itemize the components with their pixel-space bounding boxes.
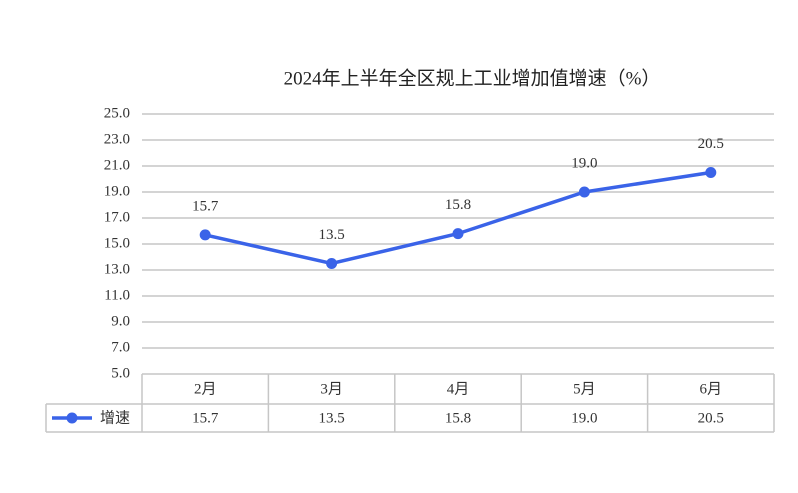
x-tick-label: 2月: [194, 381, 217, 397]
y-tick-label: 5.0: [111, 365, 130, 381]
data-point: [578, 186, 590, 198]
y-tick-label: 13.0: [104, 261, 130, 277]
x-tick-label: 4月: [447, 381, 470, 397]
data-point: [452, 228, 464, 240]
y-tick-label: 19.0: [104, 183, 130, 199]
y-tick-label: 11.0: [104, 287, 130, 303]
data-point: [705, 167, 717, 178]
x-tick-label: 3月: [320, 381, 343, 397]
y-tick-label: 9.0: [111, 313, 130, 329]
x-tick-label: 5月: [573, 381, 596, 397]
legend-label: 增速: [100, 409, 130, 426]
data-label: 13.5: [318, 227, 344, 243]
data-label: 15.8: [445, 197, 471, 213]
table-value: 15.8: [445, 410, 471, 426]
y-tick-label: 25.0: [104, 105, 130, 121]
legend-marker: [66, 412, 78, 424]
data-point: [326, 258, 338, 269]
data-point: [199, 229, 211, 241]
y-tick-label: 21.0: [104, 157, 130, 173]
y-tick-label: 23.0: [104, 131, 130, 147]
table-value: 20.5: [698, 410, 724, 426]
table-value: 19.0: [571, 410, 597, 426]
data-label: 19.0: [571, 155, 597, 171]
data-label: 15.7: [192, 198, 219, 214]
data-label: 20.5: [698, 136, 724, 152]
x-tick-label: 6月: [700, 381, 723, 397]
y-tick-label: 7.0: [111, 339, 130, 355]
table-value: 15.7: [192, 410, 219, 426]
table-value: 13.5: [318, 410, 344, 426]
chart-title: 2024年上半年全区规上工业增加值增速（%）: [284, 67, 661, 89]
y-tick-label: 15.0: [104, 235, 130, 251]
y-tick-label: 17.0: [104, 209, 130, 225]
